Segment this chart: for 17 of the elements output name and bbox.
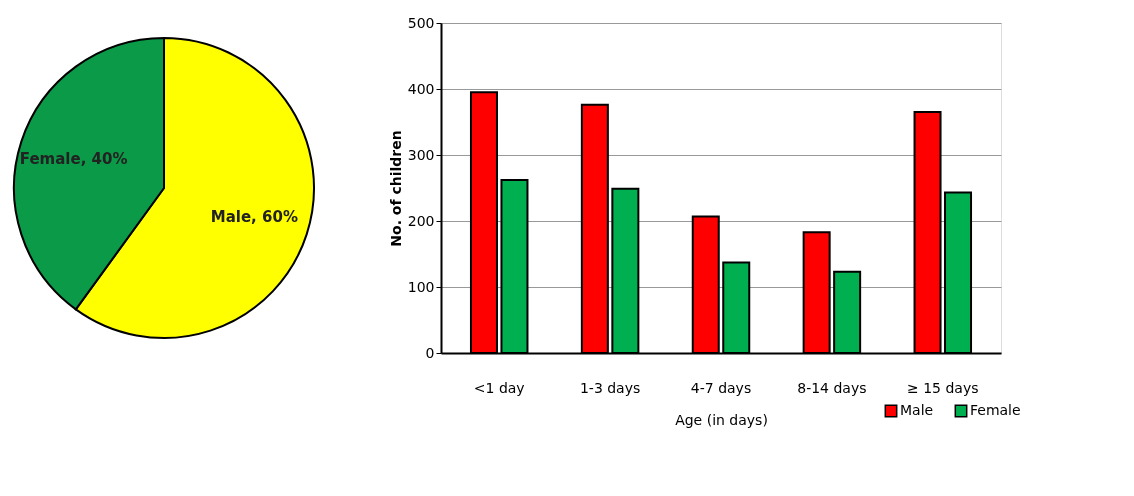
- x-tick-label: <1 day: [473, 379, 525, 396]
- legend-label: Male: [900, 402, 934, 418]
- y-tick-label: 500: [407, 14, 435, 31]
- x-tick-label: 8-14 days: [797, 379, 867, 396]
- legend-label: Female: [970, 402, 1021, 418]
- slice-label: Female, 40%: [19, 149, 128, 168]
- y-tick-label: 0: [425, 344, 435, 361]
- x-axis-title: Age (in days): [675, 411, 768, 428]
- x-tick-label: 4-7 days: [690, 379, 752, 396]
- x-tick-label: ≥ 15 days: [907, 379, 979, 396]
- y-tick-label: 200: [407, 212, 435, 229]
- y-tick-label: 400: [407, 80, 435, 97]
- y-axis-title: No. of children: [387, 130, 404, 247]
- y-tick-label: 300: [407, 146, 435, 163]
- slice-label: Male, 60%: [210, 208, 298, 227]
- y-tick-label: 100: [407, 278, 435, 295]
- x-tick-label: 1-3 days: [579, 379, 641, 396]
